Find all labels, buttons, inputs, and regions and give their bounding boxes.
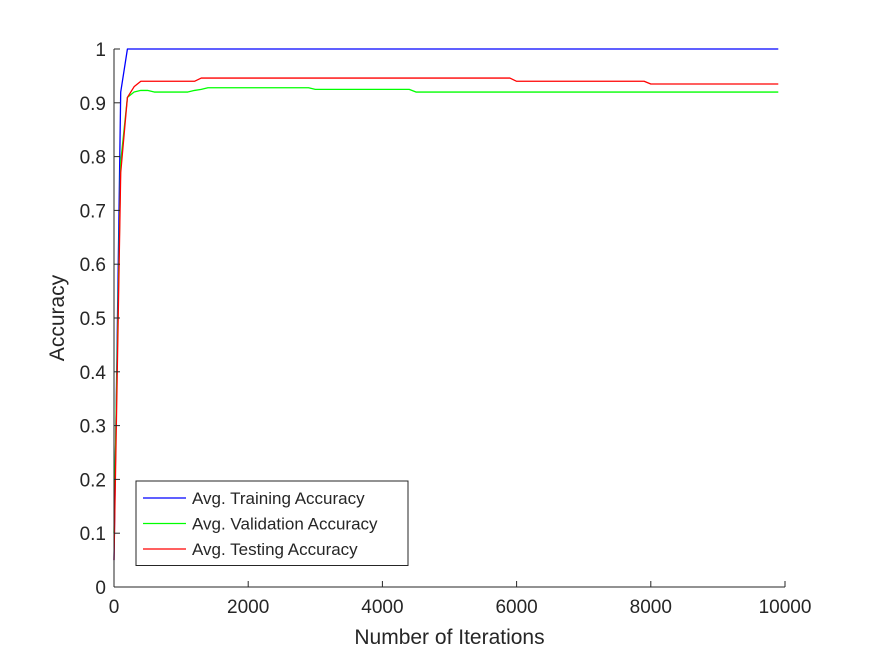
series-line-3 [113, 77, 779, 561]
y-tick-label: 0.2 [80, 470, 106, 491]
y-tick-label: 0.7 [80, 201, 106, 222]
y-tick-label: 0.3 [80, 417, 106, 438]
x-tick-label: 4000 [361, 597, 403, 618]
legend: Avg. Training Accuracy Avg. Validation Ac… [135, 480, 409, 566]
series-line-2 [113, 87, 779, 534]
y-tick-label: 1 [95, 40, 106, 61]
series-layer [113, 48, 779, 561]
legend-label-1: Avg. Training Accuracy [192, 489, 365, 508]
x-tick-label: 2000 [227, 597, 269, 618]
y-axis-label: Accuracy [46, 274, 69, 361]
y-tick-label: 0.8 [80, 148, 106, 169]
tick-layer: 0 2000 4000 6000 8000 10000 0 0.1 0.2 0.3 0.4 0.5 0.… [80, 40, 812, 618]
series-line-1 [113, 48, 779, 561]
y-tick-label: 0 [95, 578, 106, 599]
y-tick-label: 0.4 [80, 363, 107, 384]
legend-label-2: Avg. Validation Accuracy [192, 515, 378, 534]
x-tick-label: 10000 [759, 597, 812, 618]
legend-label-3: Avg. Testing Accuracy [192, 540, 358, 559]
x-tick-label: 6000 [495, 597, 537, 618]
x-tick-label: 8000 [630, 597, 672, 618]
x-axis-label: Number of Iterations [354, 626, 544, 649]
x-tick-label: 0 [109, 597, 120, 618]
y-tick-label: 0.5 [80, 309, 106, 330]
y-tick-label: 0.1 [80, 524, 106, 545]
y-tick-label: 0.9 [80, 94, 106, 115]
y-tick-label: 0.6 [80, 255, 106, 276]
